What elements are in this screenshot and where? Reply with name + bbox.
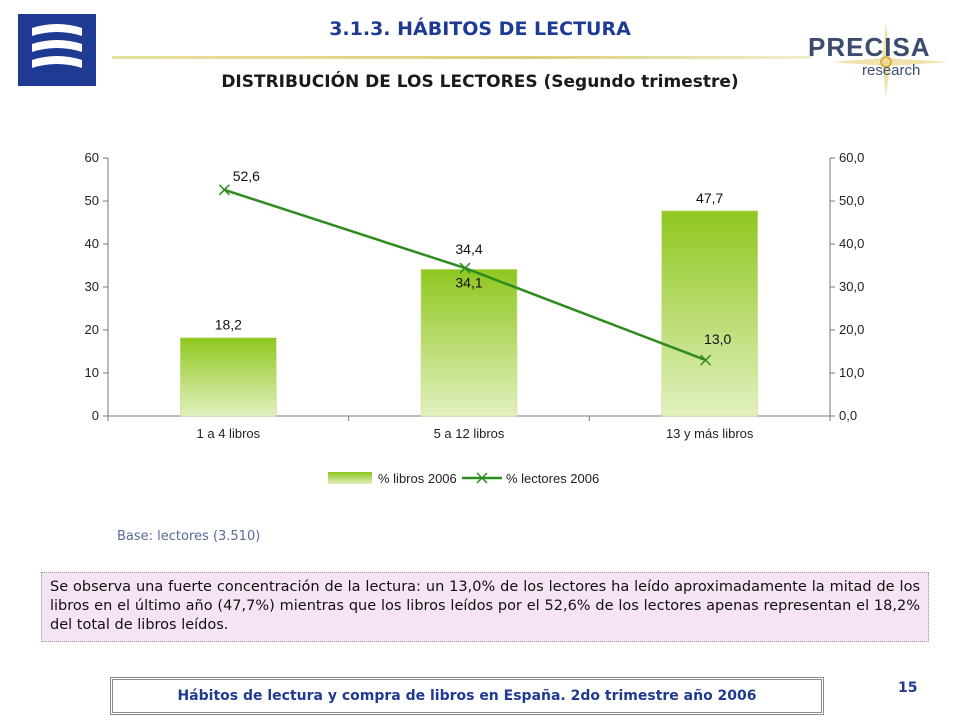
bar-data-label: 34,1 (455, 274, 482, 290)
left-tick-label: 60 (85, 150, 99, 165)
precisa-brand: PRECISA (808, 32, 931, 62)
left-tick-label: 10 (85, 365, 99, 380)
line-data-label: 13,0 (704, 331, 731, 347)
legend-bar-label: % libros 2006 (378, 471, 457, 486)
right-tick-label: 20,0 (839, 322, 864, 337)
base-note: Base: lectores (3.510) (117, 529, 261, 544)
x-tick-label: 1 a 4 libros (197, 426, 261, 441)
conclusion-note: Se observa una fuerte concentración de l… (41, 572, 929, 642)
bar (420, 269, 518, 417)
legend-line-marker (476, 472, 488, 484)
x-tick-label: 5 a 12 libros (434, 426, 505, 441)
section-title: 3.1.3. HÁBITOS DE LECTURA (329, 18, 631, 40)
left-tick-label: 30 (85, 279, 99, 294)
left-tick-label: 0 (92, 408, 99, 423)
precisa-logo: PRECISA research (790, 22, 950, 98)
header-divider (112, 56, 812, 59)
line-data-label: 34,4 (455, 241, 482, 257)
bar (180, 337, 277, 417)
legend-bar-swatch (328, 472, 372, 484)
legend-line-label: % lectores 2006 (506, 471, 599, 486)
precisa-sub: research (862, 62, 921, 79)
right-tick-label: 60,0 (839, 150, 864, 165)
bar (661, 210, 758, 417)
page-number: 15 (898, 680, 918, 696)
combo-chart: 0 10 20 30 40 50 60 0,0 10,0 20,0 30,0 40,0 50,0 60,0… (85, 150, 865, 486)
footer: Hábitos de lectura y compra de libros en… (110, 677, 824, 715)
right-tick-label: 40,0 (839, 236, 864, 251)
bar-data-label: 18,2 (215, 317, 242, 333)
compass-star-icon (830, 22, 950, 98)
line-data-label: 52,6 (233, 168, 260, 184)
lectores-point (459, 262, 471, 274)
bar-data-label: 47,7 (696, 190, 723, 206)
institution-logo (18, 14, 96, 86)
x-tick-label: 13 y más libros (666, 426, 754, 441)
left-tick-label: 50 (85, 193, 99, 208)
chart-title: DISTRIBUCIÓN DE LOS LECTORES (Segundo tr… (221, 72, 739, 92)
lectores-point (700, 354, 712, 366)
left-tick-label: 20 (85, 322, 99, 337)
right-tick-label: 30,0 (839, 279, 864, 294)
lectores-point (218, 184, 230, 196)
left-tick-label: 40 (85, 236, 99, 251)
right-tick-label: 0,0 (839, 408, 857, 423)
right-tick-label: 50,0 (839, 193, 864, 208)
right-tick-label: 10,0 (839, 365, 864, 380)
